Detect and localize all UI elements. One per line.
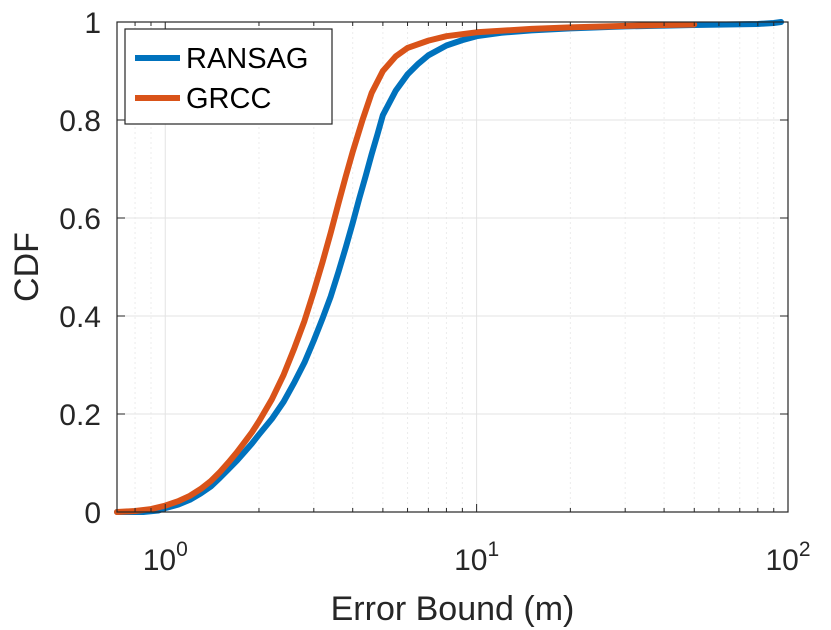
- y-tick-label: 1: [84, 7, 101, 40]
- legend-box: [124, 28, 333, 125]
- x-tick-label-exponent: 2: [799, 538, 811, 561]
- y-tick-label: 0.6: [59, 203, 101, 236]
- y-tick-label: 0.4: [59, 301, 101, 334]
- x-axis-title: Error Bound (m): [331, 590, 575, 628]
- y-tick-label: 0.2: [59, 399, 101, 432]
- legend-label-ransag: RANSAG: [186, 43, 308, 75]
- x-tick-label: 101: [454, 538, 499, 577]
- x-tick-label-base: 10: [765, 544, 798, 577]
- grid: [116, 21, 789, 513]
- legend: RANSAG GRCC: [124, 28, 333, 125]
- axis-ticks: [116, 21, 789, 513]
- x-tick-label: 102: [765, 538, 810, 577]
- y-tick-label: 0.8: [59, 105, 101, 138]
- plot-frame: [116, 21, 789, 513]
- y-tick-label: 0: [84, 497, 101, 530]
- x-tick-label-exponent: 0: [176, 538, 188, 561]
- y-axis-title: CDF: [8, 232, 46, 302]
- x-tick-label-base: 10: [143, 544, 176, 577]
- x-tick-label-base: 10: [454, 544, 487, 577]
- x-tick-label-exponent: 1: [487, 538, 499, 561]
- series-layer: [114, 19, 785, 515]
- x-tick-label: 100: [143, 538, 188, 577]
- series-line-grcc: [114, 21, 698, 515]
- legend-label-grcc: GRCC: [186, 83, 271, 115]
